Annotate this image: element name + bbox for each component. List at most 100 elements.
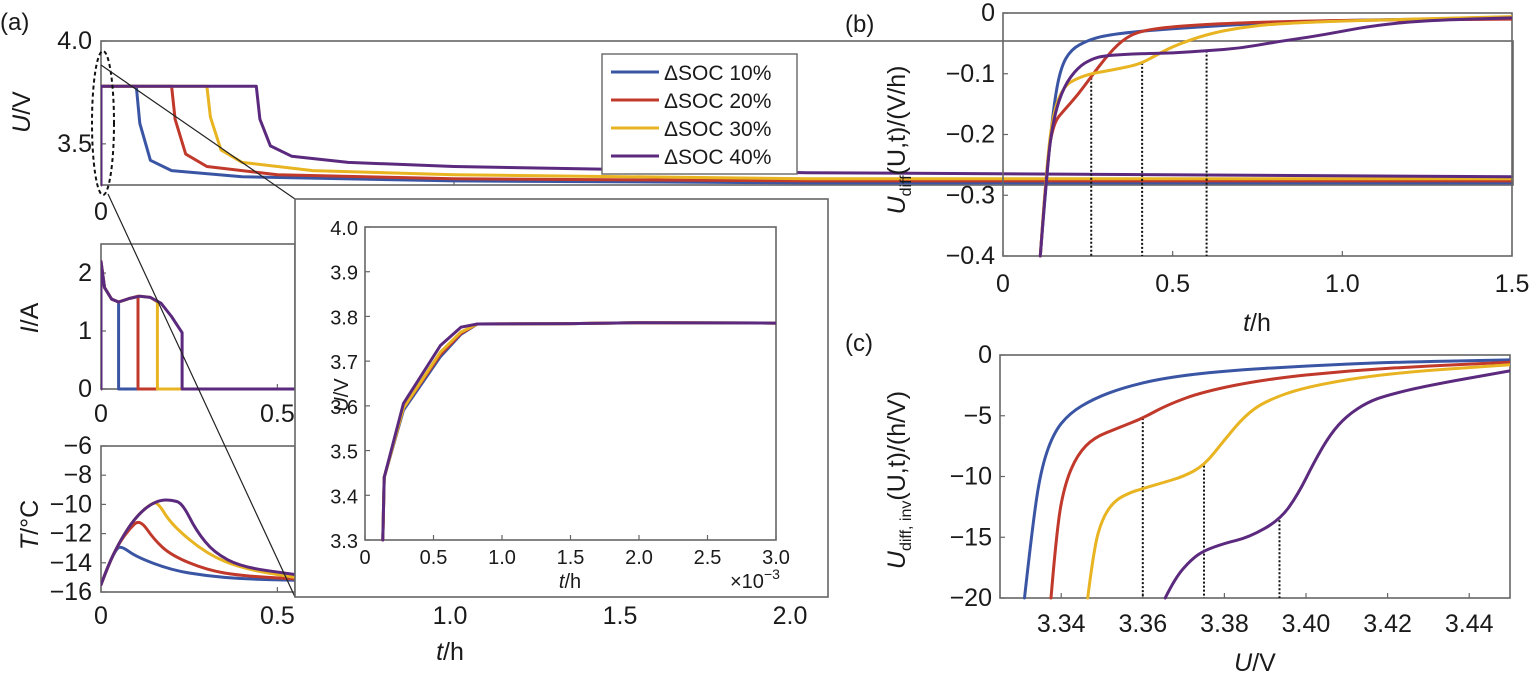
- x-tick-label: 3.38: [1200, 610, 1249, 638]
- y-axis-label: U/V: [331, 378, 353, 412]
- plot-frame: [1002, 12, 1513, 257]
- legend-label-10: ΔSOC 10%: [664, 62, 771, 85]
- y-axis-label: Udiff(U,t)/(V/h): [883, 66, 915, 215]
- series-line-20: [1049, 360, 1510, 600]
- x-tick-label: 3.34: [1037, 610, 1086, 638]
- y-tick-label: 1: [78, 317, 92, 345]
- x-axis-label: U/V: [1234, 649, 1276, 677]
- x-tick-label-shared: 1.5: [603, 602, 638, 630]
- series-line-40: [1038, 16, 1512, 258]
- x-tick-label: 0: [996, 270, 1010, 298]
- x-tick-label: 1.5: [557, 547, 585, 569]
- y-tick-label: −12: [50, 520, 92, 548]
- y-tick-label: 0: [981, 0, 995, 27]
- y-tick-label: −14: [50, 549, 93, 577]
- zoom-connector-bottom: [107, 193, 296, 598]
- chart-b: −0.4 −0.3 −0.2 −0.1 0 0 0.5 1.0 1.5 Udiff(U,t)/(V…: [883, 0, 1529, 337]
- legend-label-20: ΔSOC 20%: [664, 90, 771, 113]
- y-tick-label: 3.6: [330, 397, 358, 419]
- series-line-40: [101, 259, 295, 391]
- plot-frame: [100, 40, 1514, 186]
- y-tick-label: −20: [950, 584, 992, 612]
- y-tick-label: 3.4: [330, 486, 358, 508]
- series-line-40: [101, 498, 295, 587]
- y-tick-label: −10: [50, 490, 92, 518]
- x-axis-label: t/h: [1243, 309, 1271, 337]
- y-tick-label: −6: [63, 432, 92, 460]
- y-tick-label: 0: [78, 375, 92, 403]
- legend-box: [601, 53, 798, 175]
- y-axis-label: I/A: [16, 302, 44, 333]
- x-tick-label: 1.0: [488, 547, 516, 569]
- panel-label-c: (c): [845, 330, 873, 357]
- x-tick-label: 0.5: [260, 602, 295, 630]
- y-tick-label: −15: [950, 523, 992, 551]
- zoom-connector-top: [100, 64, 296, 200]
- chart-c: −20 −15 −10 −5 0 3.34 3.36 3.38 3.40 3.42 3.44 Udif…: [883, 341, 1511, 677]
- panel-label-b: (b): [845, 11, 874, 38]
- chart-a-inset: 3.3 3.4 3.5 3.6 3.7 3.8 3.9 4.0 0 0.5 1.0 1.5 2.0 2.5…: [330, 218, 790, 593]
- x-axis-label: t/h: [436, 638, 464, 666]
- y-tick-label: −8: [63, 461, 92, 489]
- y-axis-label: U/V: [8, 91, 36, 133]
- y-tick-label: −0.3: [946, 181, 995, 209]
- x-tick-label: 3.40: [1282, 610, 1331, 638]
- y-tick-label: −10: [950, 463, 992, 491]
- x-tick-label: 1.0: [1325, 270, 1360, 298]
- legend: ΔSOC 10% ΔSOC 20% ΔSOC 30% ΔSOC 40%: [601, 53, 798, 175]
- y-tick-label: 4.0: [330, 218, 358, 240]
- y-tick-label: −0.2: [946, 121, 995, 149]
- plot-frame: [999, 354, 1511, 599]
- x-tick-label-shared: 2.0: [773, 602, 808, 630]
- y-tick-label: −16: [50, 578, 92, 606]
- x-tick-label: 0: [94, 198, 108, 226]
- y-tick-label: 4.0: [57, 27, 92, 55]
- x-tick-label: 3.36: [1118, 610, 1167, 638]
- series-line-30: [1086, 363, 1510, 600]
- x-axis-label: t/h: [559, 571, 581, 593]
- series-line-40: [1163, 369, 1510, 600]
- series-line-30: [101, 84, 1513, 187]
- plot-frame: [100, 243, 296, 390]
- y-tick-label: 3.3: [330, 531, 358, 553]
- x-tick-label: 1.5: [1495, 270, 1530, 298]
- x-tick-label: 3.44: [1445, 610, 1494, 638]
- y-tick-label: 3.5: [330, 442, 358, 464]
- legend-label-30: ΔSOC 30%: [664, 118, 771, 141]
- x-tick-label: 0.5: [260, 400, 295, 428]
- x-tick-label: 0.5: [420, 547, 448, 569]
- inset-box: [294, 198, 829, 598]
- y-tick-label: 3.9: [330, 263, 358, 285]
- panel-label-a: (a): [0, 9, 29, 36]
- y-tick-label: 3.7: [330, 352, 358, 374]
- series-line-10: [1023, 358, 1510, 600]
- series-line-30: [101, 259, 295, 391]
- legend-label-40: ΔSOC 40%: [664, 146, 771, 169]
- x-multiplier: ×10−3: [730, 566, 780, 593]
- y-tick-label: 3.5: [57, 130, 92, 158]
- x-tick-label: 0.5: [1155, 270, 1190, 298]
- zoom-ellipse: [91, 50, 115, 196]
- x-tick-label: 2.0: [625, 547, 653, 569]
- series-line-10: [101, 259, 295, 391]
- x-tick-label: 0: [94, 400, 108, 428]
- y-tick-label: 3.8: [330, 307, 358, 329]
- y-tick-label: −0.1: [946, 60, 995, 88]
- series-line-20: [1038, 17, 1512, 258]
- y-tick-label: 0: [978, 341, 992, 369]
- chart-a-current: 0 1 2 0 0.5 I/A: [16, 243, 296, 428]
- x-tick-label-shared: 1.0: [433, 602, 468, 630]
- y-tick-label: 2: [78, 259, 92, 287]
- series-line-30: [101, 501, 295, 587]
- y-axis-label: Udiff, inv(U,t)/(h/V): [883, 391, 915, 569]
- x-tick-label: 0: [94, 602, 108, 630]
- series-line-40: [381, 321, 776, 542]
- y-tick-label: −5: [963, 402, 992, 430]
- series-line-20: [101, 259, 295, 391]
- x-tick-label: 3.0: [762, 547, 790, 569]
- y-axis-label: T/°C: [16, 500, 44, 550]
- x-tick-label: 3.42: [1363, 610, 1412, 638]
- x-tick-label: 0: [359, 547, 370, 569]
- y-tick-label: −0.4: [946, 242, 995, 270]
